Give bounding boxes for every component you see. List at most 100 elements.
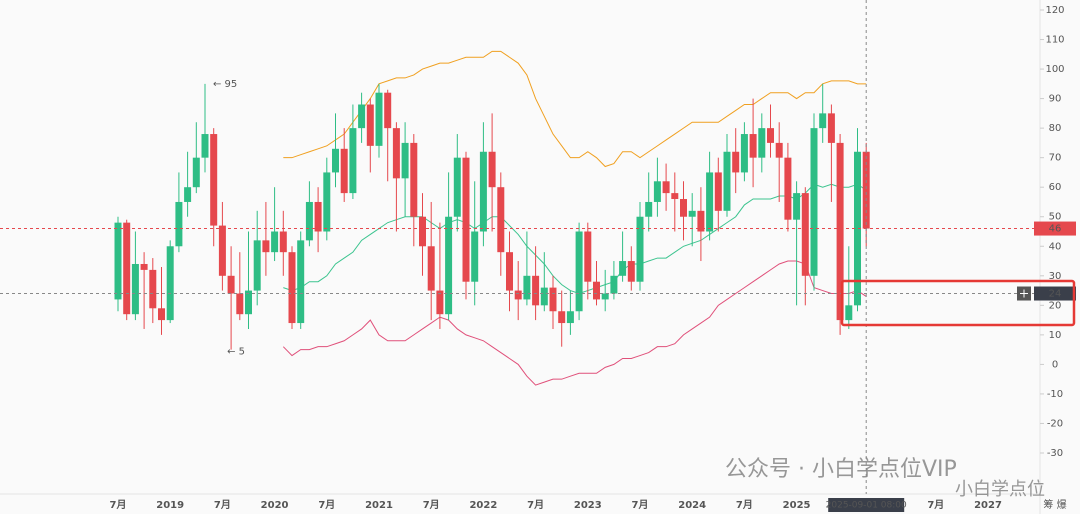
candle-body (497, 187, 505, 253)
candle-body (236, 293, 244, 315)
candle-body (636, 216, 644, 282)
candle-body (201, 134, 209, 158)
candle-body (653, 181, 661, 202)
candle-body (862, 151, 870, 229)
candle-body (262, 240, 270, 253)
candle-body (827, 113, 835, 143)
candle-body (845, 305, 853, 321)
candle-body (245, 290, 252, 315)
candle-body (854, 151, 861, 306)
candle-body (749, 134, 757, 158)
x-tick-label: 2025 (783, 500, 811, 511)
x-tick-label: 2022 (469, 500, 497, 511)
candle-body (558, 311, 566, 324)
y-tick-label: -30 (1047, 448, 1063, 459)
candle-body (575, 231, 583, 312)
candle-body (175, 201, 183, 247)
band-line (282, 260, 867, 386)
candle-body (210, 134, 218, 226)
candle-body (140, 263, 148, 270)
y-tick-label: 60 (1049, 182, 1062, 193)
y-tick-label: 50 (1049, 212, 1062, 223)
candle-body (758, 128, 766, 158)
y-tick-label: 70 (1049, 153, 1062, 164)
crosshair-label: 24 (1049, 289, 1062, 300)
candle-body (114, 222, 122, 300)
candle-body (645, 201, 653, 217)
candle-body (340, 148, 348, 194)
candle-body (314, 201, 322, 232)
candle-body (740, 134, 748, 173)
x-tick-label: 7月 (423, 499, 440, 511)
candle-body (584, 231, 592, 282)
x-tick-label: 7月 (214, 499, 231, 511)
y-tick-label: 80 (1049, 123, 1062, 134)
candle-body (601, 293, 609, 300)
candle-body (192, 157, 200, 188)
candle-body (732, 151, 740, 173)
candle-body (384, 92, 392, 129)
x-tick-label: 2019 (156, 500, 184, 511)
candle-body (279, 231, 287, 253)
min-annotation: ← 5 (227, 347, 245, 358)
candle-body (627, 261, 635, 282)
candle-body (297, 240, 305, 324)
candle-body (810, 128, 818, 276)
watermark: 公众号 · 小白学点位VIP (725, 457, 957, 482)
candle-body (784, 157, 792, 220)
candle-body (662, 181, 670, 194)
x-tick-label: 2024 (678, 500, 706, 511)
y-tick-label: 30 (1049, 271, 1062, 282)
candle-body (671, 193, 679, 200)
candle-body (332, 148, 339, 173)
crosshair-date-box (828, 498, 905, 512)
candle-body (619, 261, 627, 276)
candle-body (149, 269, 157, 309)
x-tick-label: 2021 (365, 500, 393, 511)
candle-body (288, 252, 296, 324)
candle-body (375, 92, 383, 146)
x-tick-label: 2027 (974, 500, 1002, 511)
candle-body (410, 142, 418, 217)
candle-body (323, 172, 331, 232)
y-tick-label: 40 (1049, 241, 1062, 252)
candle-body (593, 281, 600, 300)
candle-body (419, 216, 426, 247)
y-tick-label: 120 (1045, 5, 1064, 16)
corner-text: 筹 爆 (1043, 498, 1066, 511)
candle-body (471, 231, 479, 282)
x-tick-label: 7月 (927, 499, 944, 511)
candle-body (506, 252, 513, 291)
crosshair-date: 2025-09-01 08:00 (826, 501, 907, 511)
candle-body (366, 104, 374, 146)
candle-body (836, 142, 844, 321)
last-price-label: 46 (1049, 224, 1062, 235)
x-tick-label: 7月 (527, 499, 544, 511)
crosshair-box (1034, 286, 1076, 301)
x-tick-label: 7月 (318, 499, 335, 511)
candle-body (166, 246, 174, 321)
watermark: 小白学点位 (955, 479, 1045, 500)
y-tick-label: 110 (1045, 35, 1064, 46)
candle-body (714, 172, 722, 211)
candle-body (305, 201, 313, 241)
y-tick-label: 0 (1052, 359, 1058, 370)
highlight-box (840, 279, 1076, 327)
candle-body (532, 275, 540, 306)
y-tick-label: 10 (1049, 330, 1062, 341)
band-line (283, 183, 867, 295)
candle-body (401, 142, 409, 179)
candle-body (566, 311, 574, 324)
candle-body (767, 128, 774, 143)
y-tick-label: -10 (1047, 389, 1063, 400)
candle-body (706, 172, 714, 232)
candle-body (540, 287, 548, 306)
candle-body (793, 193, 801, 220)
candle-body (514, 290, 522, 300)
candle-body (688, 210, 696, 217)
candle-body (436, 290, 444, 315)
x-tick-label: 7月 (632, 499, 649, 511)
candle-body (453, 157, 461, 217)
candle-body (271, 231, 279, 253)
candle-body (123, 222, 131, 315)
